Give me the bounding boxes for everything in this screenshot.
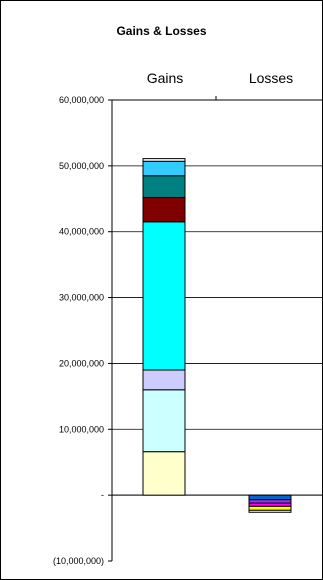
category-label-gains: Gains	[146, 70, 184, 86]
y-tick-label-6: -	[101, 490, 104, 500]
y-tick-label-4: 20,000,000	[59, 358, 104, 368]
y-tick-label-0: 60,000,000	[59, 95, 104, 105]
bar-gains-segment-4	[142, 196, 186, 223]
bar-losses-segment-3	[248, 505, 292, 511]
y-tick-label-5: 10,000,000	[59, 424, 104, 434]
bar-losses-segment-4	[248, 509, 292, 513]
y-tick-label-3: 30,000,000	[59, 293, 104, 303]
bar-gains-segment-7	[142, 158, 186, 162]
chart-title: Gains & Losses	[116, 24, 207, 38]
bar-losses-segment-0	[248, 494, 292, 501]
bar-gains-segment-3	[142, 221, 186, 371]
bar-gains-segment-1	[142, 389, 186, 453]
bar-gains-segment-6	[142, 160, 186, 177]
y-tick-label-1: 50,000,000	[59, 161, 104, 171]
y-tick-label-2: 40,000,000	[59, 227, 104, 237]
bar-gains-segment-5	[142, 175, 186, 198]
bar-gains-segment-2	[142, 369, 186, 391]
bar-gains-segment-0	[142, 451, 186, 496]
category-label-losses: Losses	[248, 70, 294, 86]
y-tick-label-7: (10,000,000)	[53, 556, 104, 566]
